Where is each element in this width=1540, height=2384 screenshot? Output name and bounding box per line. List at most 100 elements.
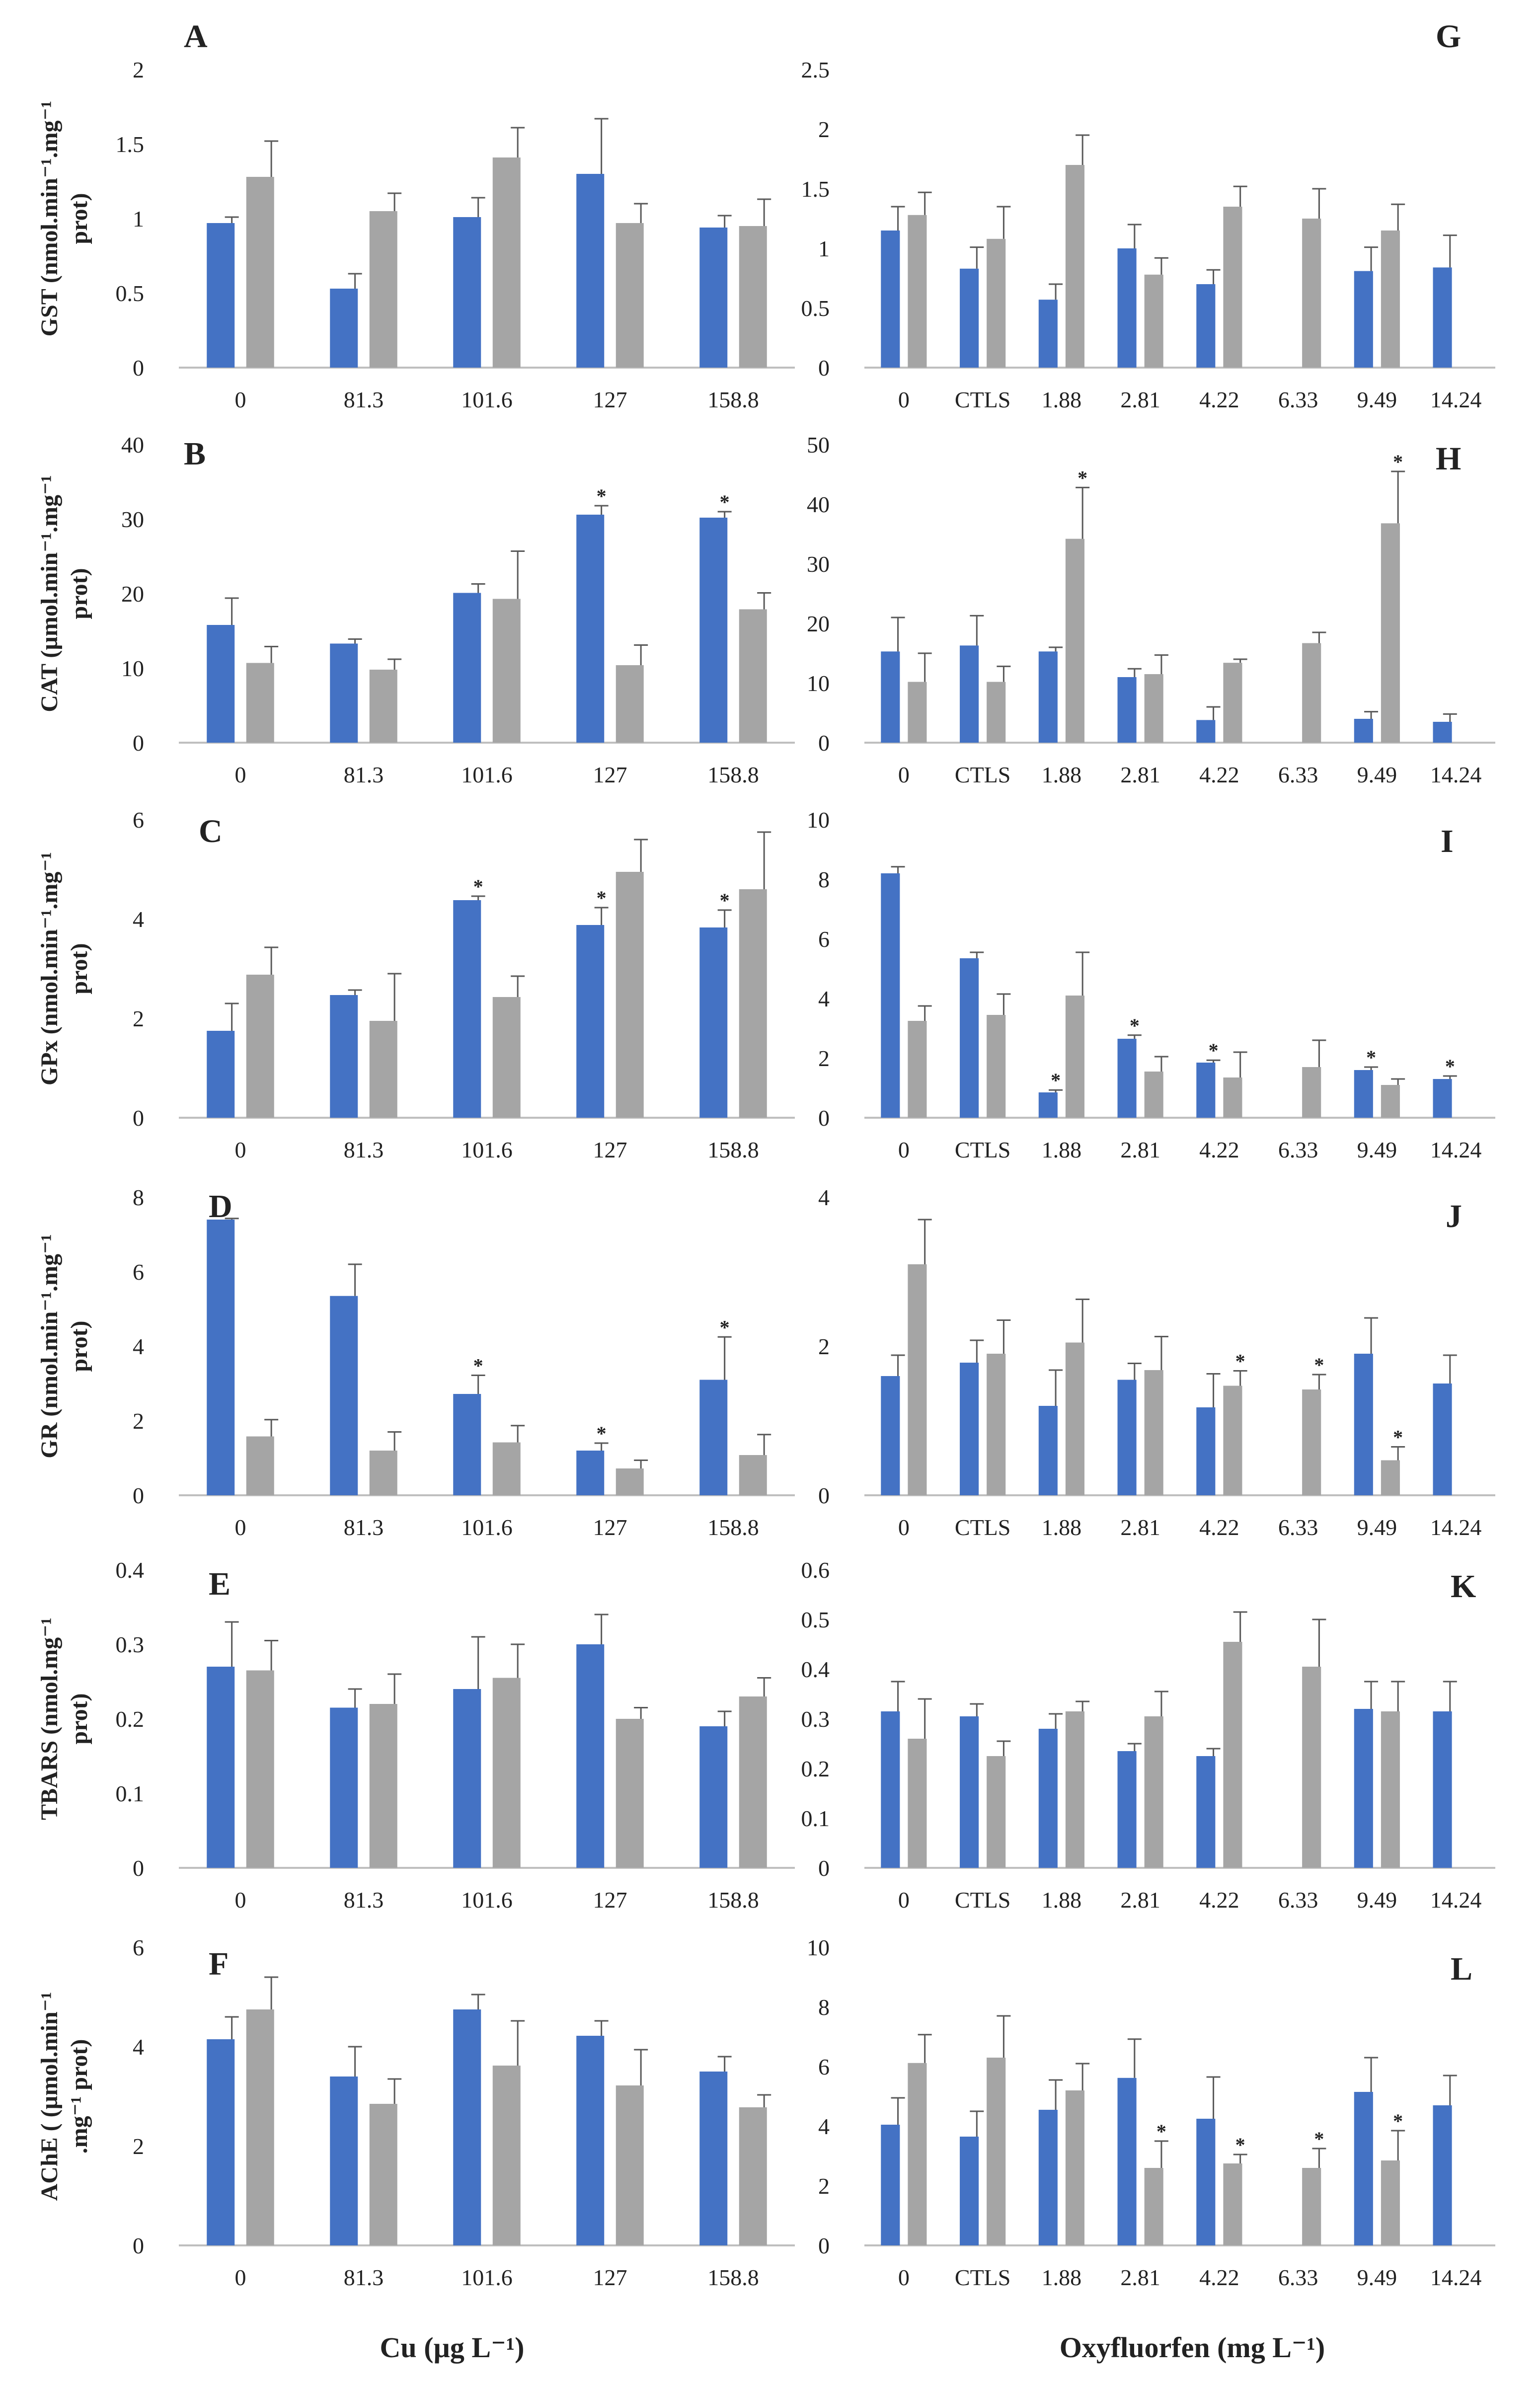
x-tick-label: 0: [235, 762, 246, 787]
bar-gray: [739, 609, 767, 743]
x-tick-label: CTLS: [955, 1515, 1010, 1540]
x-tick-label: 127: [593, 1515, 627, 1540]
x-tick-label: CTLS: [955, 387, 1010, 412]
bar-blue: [330, 995, 358, 1118]
bar-gray: [1065, 1711, 1084, 1868]
y-axis-label: TBARS (nmol.mg⁻¹: [36, 1617, 63, 1820]
bar-gray: [908, 215, 927, 368]
significance-marker: *: [597, 887, 607, 909]
y-tick-label: 10: [807, 807, 830, 833]
x-tick-label: CTLS: [955, 1887, 1010, 1913]
x-tick-label: CTLS: [955, 762, 1010, 787]
y-tick-label: 0.5: [116, 281, 145, 306]
bar-gray: [369, 670, 397, 743]
significance-marker: *: [473, 875, 483, 898]
bar-gray: [987, 1354, 1006, 1495]
x-tick-label: 1.88: [1042, 1887, 1082, 1913]
panel-E: E 0 0.1 0.2 0.3 0.4 TBARS (nmol.mg⁻¹ prot) 0 81.3…: [36, 1557, 795, 1913]
bar-blue: [881, 231, 900, 368]
y-tick-label: 30: [807, 551, 830, 577]
x-tick-label: 158.8: [707, 762, 759, 787]
bar-blue: [1038, 1092, 1058, 1118]
x-tick-label: 127: [593, 762, 627, 787]
y-tick-label: 0.3: [801, 1706, 830, 1732]
y-tick-label: 2: [818, 2173, 830, 2199]
y-tick-label: 2.5: [801, 57, 830, 82]
x-tick-label: 1.88: [1042, 1137, 1082, 1162]
x-tick-label: 0: [898, 762, 910, 787]
x-tick-label: 2.81: [1120, 1887, 1160, 1913]
x-tick-label: 81.3: [344, 387, 384, 412]
x-tick-label: 158.8: [707, 1887, 759, 1913]
y-tick-label: 10: [807, 671, 830, 696]
bar-blue: [330, 1707, 358, 1868]
x-tick-label: 0: [235, 1137, 246, 1162]
panel-letter: L: [1451, 1951, 1472, 1987]
bar-gray: [616, 1719, 644, 1868]
significance-marker: *: [1051, 1069, 1061, 1091]
x-tick-label: 81.3: [344, 1137, 384, 1162]
bar-blue: [207, 2039, 235, 2245]
bar-gray: [908, 1021, 927, 1118]
y-tick-label: 20: [807, 611, 830, 636]
bar-blue: [1117, 1039, 1137, 1118]
bar-blue: [1117, 1751, 1137, 1868]
y-tick-label: 0.2: [116, 1706, 145, 1732]
bar-blue: [699, 2072, 728, 2245]
y-tick-label: 2: [818, 1334, 830, 1359]
panel-letter: A: [184, 18, 208, 55]
significance-marker: *: [720, 491, 730, 513]
bar-gray: [616, 1468, 644, 1495]
x-tick-label: 9.49: [1357, 1887, 1397, 1913]
y-tick-label: 0: [818, 2233, 830, 2258]
x-tick-label: 6.33: [1278, 1137, 1318, 1162]
significance-marker: *: [1445, 1055, 1455, 1077]
y-axis-label: GST (nmol.min⁻¹.mg⁻¹: [36, 101, 63, 337]
bar-gray: [1381, 523, 1400, 743]
x-tick-label: 1.88: [1042, 762, 1082, 787]
significance-marker: *: [1209, 1039, 1219, 1062]
x-tick-label: 0: [235, 1515, 246, 1540]
y-axis-label: prot): [66, 193, 92, 244]
x-tick-label: 14.24: [1430, 2265, 1482, 2290]
y-tick-label: 0.1: [801, 1806, 830, 1831]
y-tick-label: 0: [818, 730, 830, 756]
bar-gray: [369, 2104, 397, 2245]
x-tick-label: 101.6: [461, 1887, 513, 1913]
y-tick-label: 40: [121, 432, 144, 458]
y-axis-label: prot): [66, 568, 92, 619]
y-tick-label: 40: [807, 492, 830, 517]
bar-gray: [492, 1442, 521, 1495]
bar-blue: [960, 645, 979, 743]
significance-marker: *: [1366, 1046, 1376, 1069]
panel-letter: H: [1436, 441, 1461, 477]
bar-blue: [1117, 677, 1137, 743]
significance-marker: *: [1314, 1354, 1324, 1376]
x-tick-label: 4.22: [1199, 762, 1239, 787]
bar-gray: [616, 2085, 644, 2245]
bar-blue: [453, 1394, 481, 1495]
x-tick-label: 9.49: [1357, 387, 1397, 412]
x-tick-label: 9.49: [1357, 2265, 1397, 2290]
bar-blue: [699, 1380, 728, 1495]
y-tick-label: 30: [121, 507, 144, 532]
y-tick-label: 0: [133, 355, 144, 381]
panel-F: F 0 2 4 6 AChE ( (µmol.min⁻¹ .mg⁻¹ prot) 0 81.3 1…: [36, 1935, 795, 2290]
x-tick-label: 14.24: [1430, 1137, 1482, 1162]
x-tick-label: 0: [235, 1887, 246, 1913]
bar-gray: [1302, 1667, 1321, 1868]
bar-blue: [1354, 2092, 1373, 2245]
bar-gray: [1223, 663, 1242, 743]
y-axis-label: prot): [66, 1693, 92, 1744]
x-tick-label: 0: [898, 2265, 910, 2290]
panel-letter: E: [209, 1566, 231, 1602]
x-tick-label: 1.88: [1042, 2265, 1082, 2290]
y-tick-label: 0: [818, 1105, 830, 1131]
x-tick-label: CTLS: [955, 2265, 1010, 2290]
bar-gray: [1144, 274, 1163, 368]
y-tick-label: 0: [133, 730, 144, 756]
bar-gray: [246, 177, 274, 368]
x-tick-label: 158.8: [707, 2265, 759, 2290]
bar-blue: [699, 1726, 728, 1868]
